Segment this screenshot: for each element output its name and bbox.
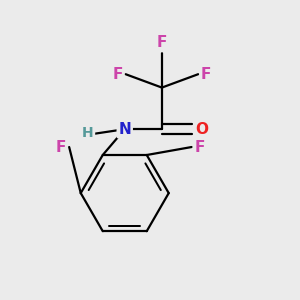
Text: F: F [56,140,66,154]
Text: F: F [195,140,205,154]
Text: F: F [112,67,123,82]
Text: F: F [201,67,211,82]
Text: F: F [201,67,211,82]
Text: N: N [118,122,131,137]
Text: F: F [112,67,123,82]
Text: O: O [195,122,208,137]
Text: O: O [195,122,208,137]
Text: F: F [56,140,66,154]
Text: H: H [82,126,94,140]
Text: F: F [157,35,167,50]
Text: N: N [118,122,131,137]
Text: F: F [195,140,205,154]
Text: H: H [82,126,94,140]
Text: F: F [157,35,167,50]
